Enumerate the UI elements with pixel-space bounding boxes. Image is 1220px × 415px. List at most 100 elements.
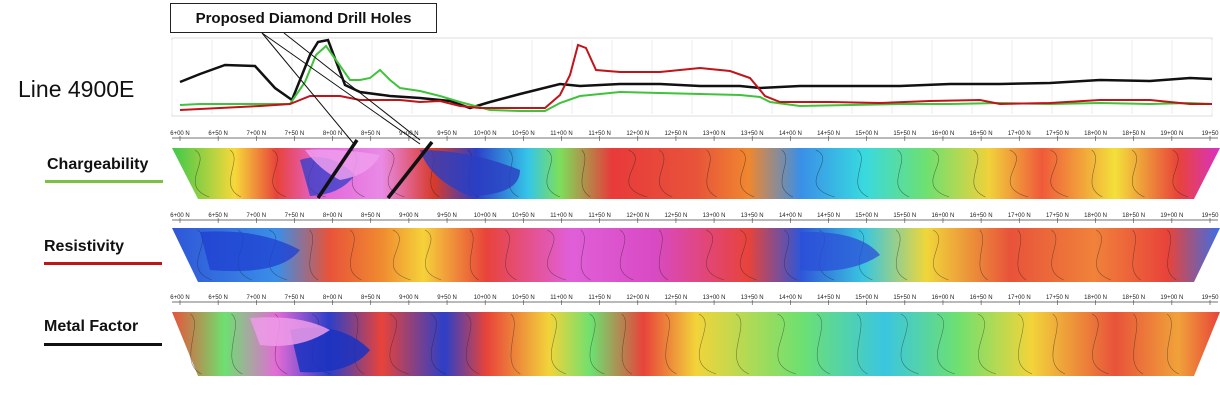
station-label: 11+00 N [550, 131, 572, 137]
station-label: 10+50 N [512, 131, 535, 137]
chargeability-profile-line [179, 44, 1213, 112]
contour-line [510, 313, 521, 375]
station-label: 15+00 N [855, 131, 878, 137]
contour-line [665, 313, 677, 375]
station-label: 18+50 N [1122, 213, 1145, 219]
contour-line [1167, 229, 1177, 281]
station-label: 13+00 N [703, 131, 726, 137]
station-label: 11+50 N [588, 295, 610, 301]
contour-line [1132, 229, 1141, 281]
station-label: 12+50 N [664, 295, 687, 301]
station-label: 7+00 N [247, 131, 267, 137]
contour-line [389, 313, 409, 375]
metal-factor-section: 6+00 N 6+50 N 7+00 N 7+50 N 8+00 N 8+50 N 9+00… [170, 292, 1220, 376]
station-label: 9+50 N [437, 131, 457, 137]
station-label: 7+50 N [285, 295, 305, 301]
contour-line [190, 313, 202, 375]
contour-line [505, 229, 517, 281]
station-label: 12+00 N [626, 131, 649, 137]
contour-line [424, 229, 442, 281]
contour-line [740, 149, 755, 198]
contour-line [856, 313, 868, 375]
station-label: 8+00 N [323, 131, 343, 137]
contour-line [309, 229, 319, 281]
station-label: 15+50 N [893, 295, 916, 301]
contour-line [229, 149, 242, 198]
station-label: 8+00 N [323, 295, 343, 301]
contour-line [895, 229, 908, 281]
contour-line [272, 149, 287, 198]
station-label: 16+00 N [932, 295, 955, 301]
station-label: 16+00 N [932, 131, 955, 137]
contour-line [781, 149, 793, 198]
contour-line [1017, 229, 1027, 281]
station-label: 17+00 N [1008, 213, 1031, 219]
drill-holes-callout: Proposed Diamond Drill Holes [170, 3, 437, 33]
station-label: 10+00 N [474, 131, 497, 137]
contour-line [430, 313, 447, 375]
station-label: 16+50 N [970, 213, 993, 219]
station-label: 17+00 N [1008, 131, 1031, 137]
station-label: 11+00 N [550, 295, 572, 301]
contour-line [580, 229, 591, 281]
chargeability-section: 6+00 N 6+50 N 7+00 N 7+50 N 8+00 N 8+50 N 9+00… [170, 128, 1220, 199]
contour-line [706, 149, 717, 198]
contour-line [658, 229, 669, 281]
metal-factor-high-zone [250, 317, 330, 346]
contour-line [1091, 149, 1103, 198]
station-label: 17+00 N [1008, 295, 1031, 301]
callout-leader-1 [261, 32, 355, 145]
contour-line [736, 313, 750, 375]
station-label: 6+00 N [170, 131, 190, 137]
station-label: 7+50 N [285, 131, 305, 137]
contour-line [349, 229, 362, 281]
station-label: 7+00 N [247, 295, 267, 301]
station-label: 6+50 N [208, 213, 228, 219]
station-label: 15+50 N [893, 131, 916, 137]
station-label: 6+50 N [208, 131, 228, 137]
contour-line [1051, 229, 1064, 281]
contour-line [815, 149, 835, 198]
station-label: 15+00 N [855, 213, 878, 219]
profile-plot [171, 37, 1213, 117]
station-label: 11+50 N [588, 213, 610, 219]
contour-line [231, 313, 243, 375]
station-label: 17+50 N [1046, 131, 1069, 137]
metal-factor-contour-fill [172, 312, 1220, 376]
contour-line [1131, 149, 1145, 198]
contour-line [897, 149, 910, 198]
station-label: 18+00 N [1084, 295, 1107, 301]
drill-hole-2 [386, 140, 434, 200]
station-label: 10+50 N [512, 213, 535, 219]
contour-line [932, 229, 949, 281]
contour-line [659, 149, 673, 198]
station-label: 9+00 N [399, 295, 419, 301]
contour-line [777, 313, 797, 375]
station-label: 8+00 N [323, 213, 343, 219]
metal-factor-label: Metal Factor [44, 318, 139, 335]
callout-leader-2 [261, 32, 421, 145]
station-label: 6+00 N [170, 295, 190, 301]
resistivity-low-zone-2 [800, 231, 880, 271]
station-label: 9+50 N [437, 213, 457, 219]
chargeability-high-zone [305, 149, 380, 180]
station-label: 17+50 N [1046, 295, 1069, 301]
resistivity-contour-fill [172, 228, 1220, 282]
contour-line [1096, 229, 1112, 281]
contour-line [621, 313, 633, 375]
resistivity-section: 6+00 N 6+50 N 7+00 N 7+50 N 8+00 N 8+50 N 9+00… [170, 210, 1220, 282]
station-label: 19+50 [1202, 131, 1220, 137]
contour-line [1017, 313, 1033, 375]
station-label: 13+00 N [703, 213, 726, 219]
contour-line [977, 313, 997, 375]
contour-line [619, 229, 634, 281]
callout-leader-3 [283, 32, 421, 141]
contour-line [546, 229, 567, 281]
station-label: 16+50 N [970, 131, 993, 137]
station-label: 14+50 N [817, 131, 840, 137]
contour-line [1133, 313, 1144, 375]
station-label: 12+50 N [664, 213, 687, 219]
contour-line [1050, 149, 1069, 198]
station-label: 13+50 N [741, 213, 764, 219]
line-title: Line 4900E [18, 76, 135, 102]
